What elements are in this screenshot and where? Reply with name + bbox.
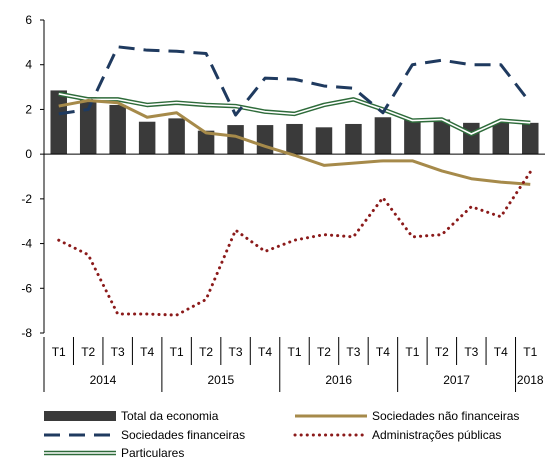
bar-total-da-economia	[109, 104, 126, 155]
legend-label: Particulares	[121, 446, 184, 460]
bar-total-da-economia	[433, 119, 451, 155]
x-tick-label: T4	[140, 345, 154, 359]
bar-total-da-economia	[286, 123, 303, 155]
y-tick-label: -4	[21, 237, 32, 251]
x-tick-label: T2	[199, 345, 213, 359]
legend-label: Sociedades não financeiras	[372, 409, 519, 423]
year-label: 2015	[207, 373, 234, 387]
line-particulares-inner	[58, 92, 531, 135]
legend-label: Sociedades financeiras	[121, 428, 245, 442]
x-tick-label: T1	[170, 345, 184, 359]
x-tick-label: T3	[346, 345, 360, 359]
x-tick-label: T3	[111, 345, 125, 359]
x-tick-label: T1	[523, 345, 537, 359]
bar-total-da-economia	[463, 122, 480, 155]
y-tick-label: 0	[25, 147, 32, 161]
year-label: 2018	[517, 373, 544, 387]
bar-total-da-economia	[79, 97, 97, 155]
y-tick-label: -2	[21, 192, 32, 206]
x-tick-label: T4	[258, 345, 272, 359]
bar-total-da-economia	[345, 123, 362, 155]
bar-total-da-economia	[227, 125, 244, 155]
bar-total-da-economia	[492, 121, 510, 155]
y-tick-label: -8	[21, 326, 32, 340]
bar-total-da-economia	[197, 130, 215, 155]
year-label: 2014	[90, 373, 117, 387]
bar-total-da-economia	[315, 127, 333, 155]
year-label: 2016	[325, 373, 352, 387]
x-tick-label: T4	[376, 345, 390, 359]
bar-total-da-economia	[522, 122, 539, 155]
x-tick-label: T2	[317, 345, 331, 359]
year-label: 2017	[443, 373, 470, 387]
y-tick-label: 2	[25, 102, 32, 116]
x-tick-label: T2	[81, 345, 95, 359]
x-tick-label: T2	[435, 345, 449, 359]
bar-total-da-economia	[138, 121, 156, 155]
bar-total-da-economia	[168, 118, 185, 155]
bar-total-da-economia	[50, 90, 67, 155]
bar-total-da-economia	[404, 119, 421, 155]
legend-swatch	[44, 411, 116, 421]
x-tick-label: T3	[229, 345, 243, 359]
line-sociedades-financeiras	[58, 45, 532, 117]
line-sociedades-nao-financeiras	[58, 98, 531, 186]
x-tick-label: T1	[52, 345, 66, 359]
bar-total-da-economia	[256, 125, 274, 155]
y-tick-label: 4	[25, 58, 32, 72]
x-tick-label: T1	[287, 345, 301, 359]
y-tick-label: -6	[21, 281, 32, 295]
x-tick-label: T3	[464, 345, 478, 359]
x-tick-label: T4	[494, 345, 508, 359]
legend-label: Administrações públicas	[372, 428, 501, 442]
bar-total-da-economia	[374, 117, 392, 155]
x-tick-label: T1	[405, 345, 419, 359]
line-administracoes-publicas	[57, 170, 532, 317]
legend-label: Total da economia	[121, 409, 219, 423]
y-tick-label: 6	[25, 13, 32, 27]
